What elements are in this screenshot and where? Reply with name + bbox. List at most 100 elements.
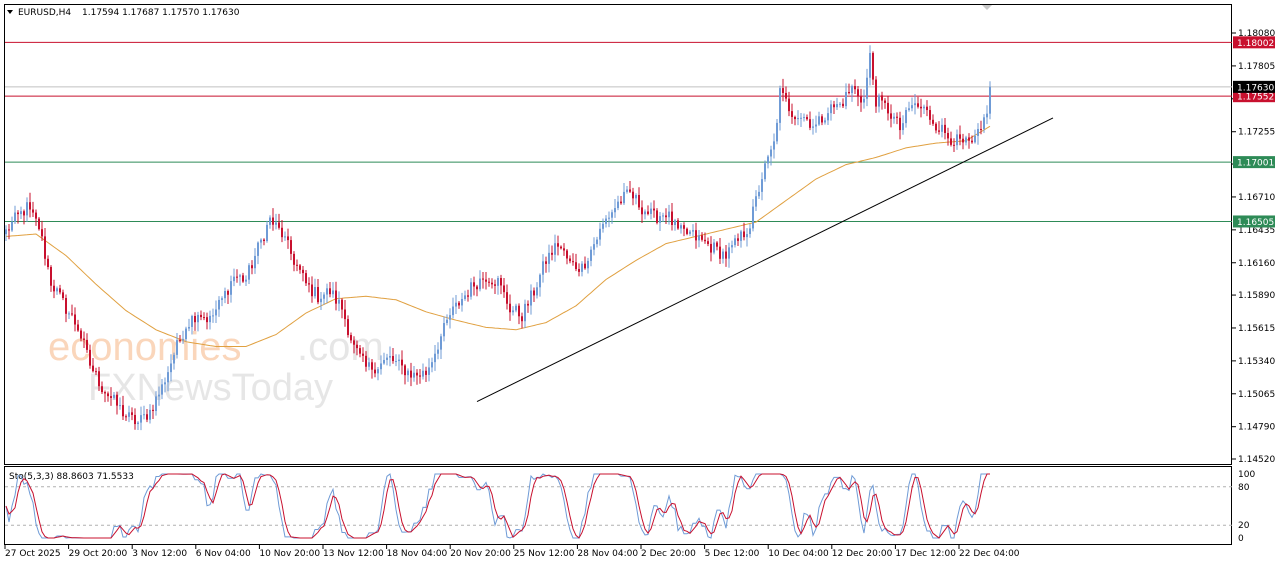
candle [665, 208, 667, 225]
candle [302, 266, 304, 282]
candle [281, 220, 283, 243]
candle-body [467, 295, 469, 297]
candle [398, 354, 400, 371]
symbol-menu-icon[interactable] [7, 10, 13, 14]
price-plate-bg [1233, 80, 1275, 93]
candle [44, 227, 46, 266]
candle-body [137, 422, 139, 425]
candle-body [863, 98, 865, 103]
candle [731, 240, 733, 254]
candle-body [341, 299, 343, 310]
candle [917, 96, 919, 109]
watermark-economies: economies [48, 325, 241, 369]
candle-body [713, 242, 715, 253]
candle-body [974, 135, 976, 143]
candle [419, 368, 421, 384]
candle-body [383, 359, 385, 364]
candle [626, 186, 628, 194]
main-pane [4, 4, 1232, 465]
candle-body [845, 91, 847, 107]
candle-body [155, 396, 157, 412]
candle-body [83, 338, 85, 340]
candle [32, 201, 34, 217]
candle-body [41, 229, 43, 237]
candle-body [479, 278, 481, 290]
candle [323, 292, 325, 305]
candle [170, 354, 172, 382]
candle [107, 391, 109, 402]
candle [257, 241, 259, 265]
candle [827, 107, 829, 125]
candle [287, 228, 289, 249]
candle-body [107, 393, 109, 397]
moving-average [5, 125, 991, 347]
candle-body [476, 286, 478, 290]
candle-body [794, 116, 796, 120]
candle [422, 363, 424, 380]
candle [515, 303, 517, 313]
candle [941, 118, 943, 138]
candle-body [800, 117, 802, 119]
candle [953, 138, 955, 153]
candle-body [50, 266, 52, 286]
candle [206, 312, 208, 330]
candle-body [677, 220, 679, 229]
candle-body [158, 394, 160, 397]
candle-body [905, 109, 907, 124]
candle [674, 218, 676, 231]
candle [299, 263, 301, 274]
candle-body [275, 222, 277, 225]
candle [857, 85, 859, 107]
candle-body [548, 252, 550, 264]
candle-body [38, 218, 40, 230]
oscillator-pane [4, 466, 1232, 545]
candle [179, 335, 181, 343]
candle [611, 209, 613, 224]
candle [896, 112, 898, 125]
candle-body [797, 118, 799, 120]
candle [632, 187, 634, 206]
candle-body [227, 291, 229, 295]
candle-body [644, 211, 646, 215]
candle [986, 105, 988, 125]
candle-body [14, 212, 16, 222]
candle-body [554, 243, 556, 255]
candle-body [152, 409, 154, 412]
candle-body [563, 248, 565, 251]
candle [641, 200, 643, 223]
candle [80, 328, 82, 342]
candle [596, 236, 598, 248]
candle [509, 294, 511, 321]
candle-body [380, 363, 382, 370]
candle [536, 282, 538, 299]
candle [293, 251, 295, 272]
candle [836, 97, 838, 110]
candle-body [365, 355, 367, 367]
candle-body [353, 340, 355, 345]
candle [662, 212, 664, 223]
candle-body [917, 103, 919, 107]
candle [788, 91, 790, 117]
candle-body [584, 263, 586, 269]
candle [839, 101, 841, 108]
candle [989, 81, 991, 120]
candle [473, 276, 475, 296]
candle-body [368, 362, 370, 367]
candle [557, 235, 559, 256]
candle-body [932, 119, 934, 124]
candle [734, 234, 736, 248]
candle-body [287, 236, 289, 241]
candle [602, 218, 604, 233]
candle-body [404, 365, 406, 376]
candle-body [410, 370, 412, 378]
candle [530, 284, 532, 315]
candle-body [188, 326, 190, 329]
candle [908, 101, 910, 112]
candle-body [119, 405, 121, 407]
candle-body [980, 128, 982, 130]
candle-body [245, 279, 247, 282]
candle-body [965, 137, 967, 143]
candle-body [47, 258, 49, 267]
candle-body [98, 371, 100, 387]
candle [161, 379, 163, 400]
